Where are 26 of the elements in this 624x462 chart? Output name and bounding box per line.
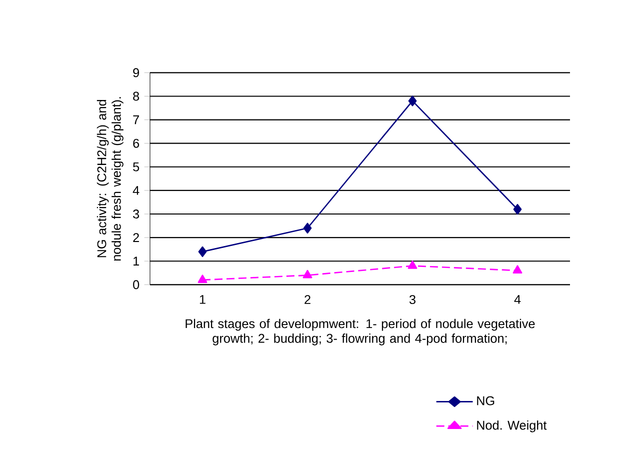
y-tick-label: 4 <box>132 186 140 195</box>
y-tick-label: 0 <box>133 280 140 290</box>
point <box>198 274 208 283</box>
point <box>408 260 418 269</box>
legend-label: Nod. Weight <box>477 420 547 432</box>
y-tick-label: 9 <box>133 68 139 78</box>
y-tick-label: 7 <box>133 115 139 124</box>
point <box>302 270 312 278</box>
x-axis-title: Plant stages of developmwent: 1- period of nodule vegetative growth; 2- budding; 3- flowring and 4-pod formation; <box>186 318 535 346</box>
x-tick-label: 4 <box>514 295 521 304</box>
point <box>303 222 312 234</box>
point <box>408 96 417 106</box>
y-tick-label: 6 <box>133 138 140 148</box>
x-tick-label: 2 <box>304 295 310 304</box>
y-axis-title: NG activity: (C2H2/g/h) and nodule fresh weight (g/plant). <box>96 97 124 261</box>
legend-label: NG <box>477 396 494 406</box>
y-tick-label: 3 <box>133 210 140 218</box>
y-tick-label: 5 <box>133 162 140 172</box>
x-tick-label: 1 <box>200 295 206 304</box>
point <box>513 204 522 215</box>
point <box>198 246 207 258</box>
y-tick-label: 2 <box>133 233 139 242</box>
x-tick-label: 3 <box>409 295 416 304</box>
y-tick-label: 1 <box>134 256 139 266</box>
point <box>512 265 522 274</box>
y-tick-label: 8 <box>133 92 140 101</box>
